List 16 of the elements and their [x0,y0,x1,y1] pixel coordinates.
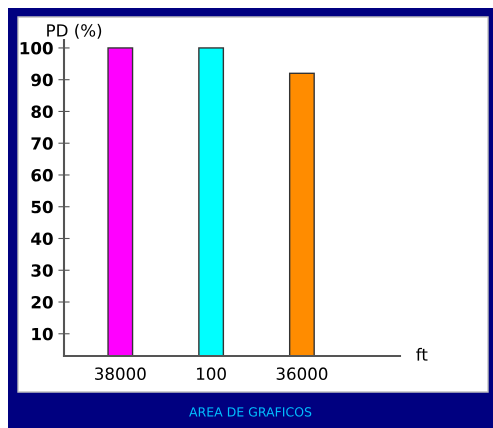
y-tick-label: 50 [32,200,53,214]
x-tick-label: 100 [197,367,226,380]
x-tick-label: 36000 [276,367,328,380]
y-tick-label: 20 [32,296,53,309]
y-axis-title: PD (%) [47,24,102,39]
y-tick-label: 10 [32,328,53,340]
text: AREA DE GRAFICOS [189,407,312,417]
y-tick-label: 30 [32,264,53,277]
y-tick-label: 90 [31,74,53,86]
y-tick-label: 40 [31,232,53,246]
y-tick-label: 80 [31,105,53,118]
y-tick-label: 70 [32,137,53,150]
y-tick-label: 60 [31,168,53,182]
x-axis-title: ft [416,348,428,361]
y-tick-label: 100 [20,42,53,55]
x-tick-label: 38000 [95,367,146,380]
